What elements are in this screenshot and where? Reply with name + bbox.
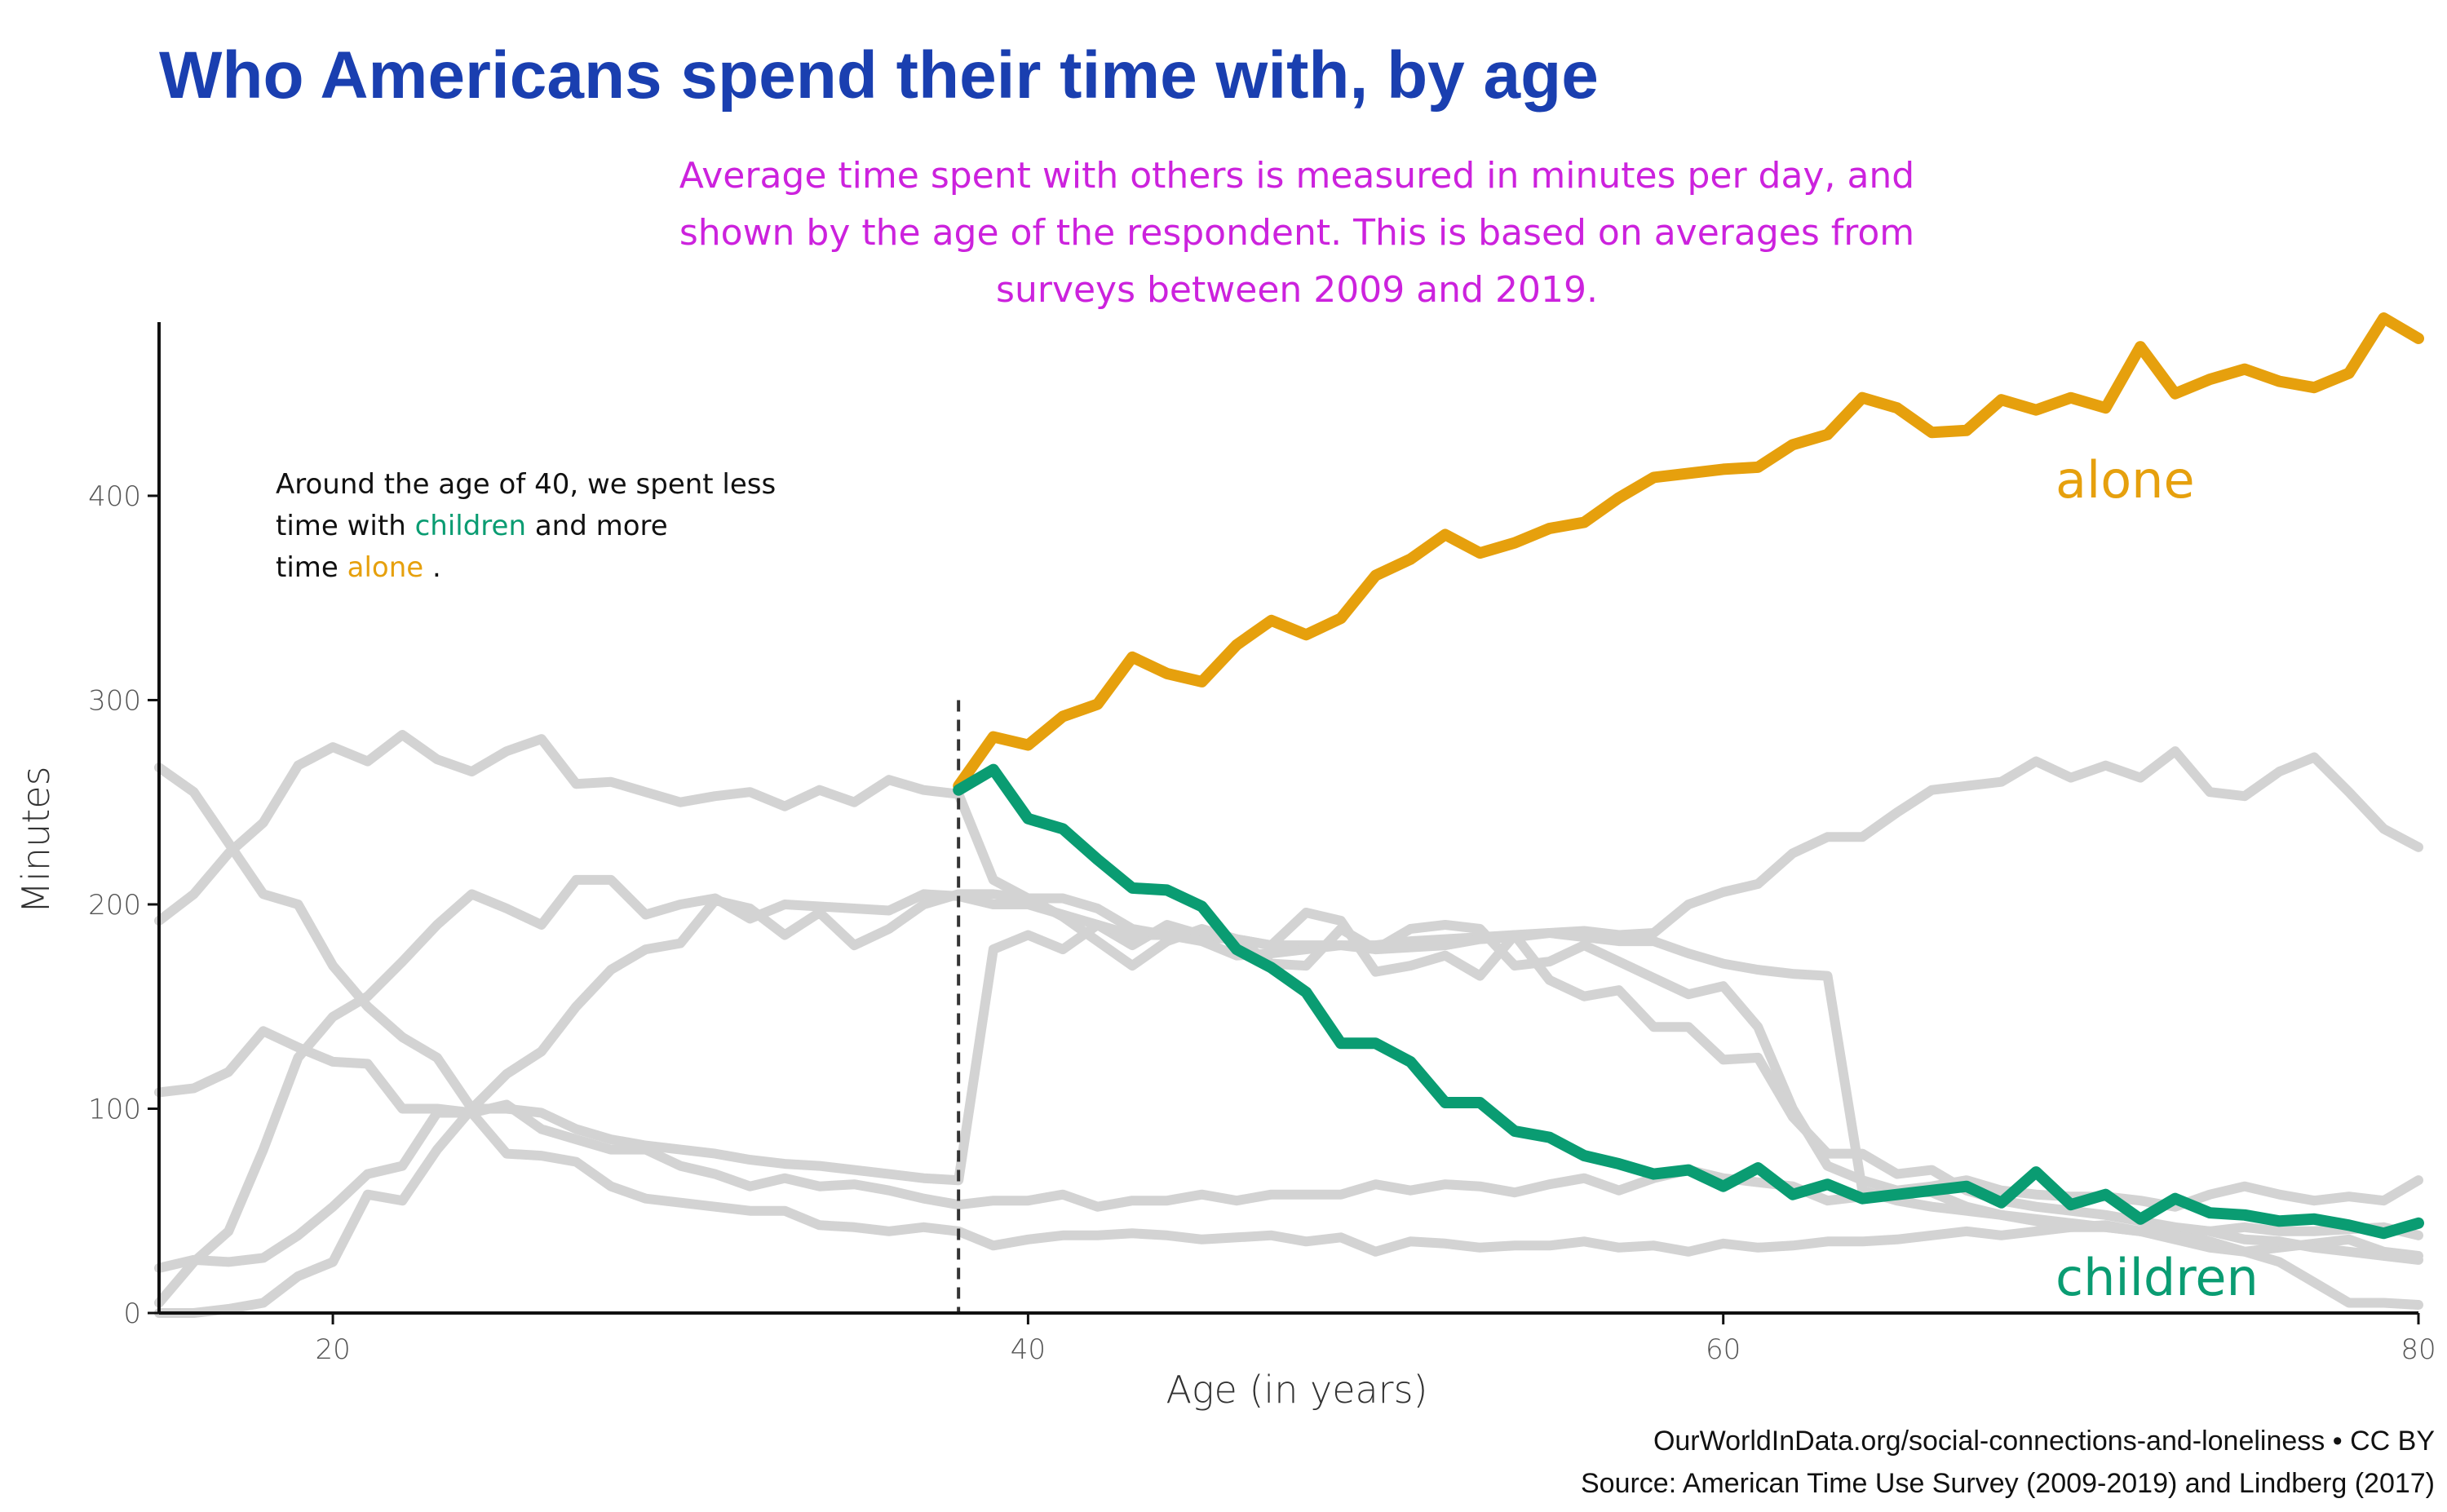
annotation-line-3-before: time (276, 551, 347, 584)
background-series-line-5 (154, 1099, 2423, 1273)
annotation-line-2: time with children and more (276, 510, 668, 542)
chart-subtitle-line-1: Average time spent with others is measur… (679, 155, 1914, 197)
y-axis-title: Minutes (14, 766, 58, 913)
x-tick-label-40: 40 (1011, 1333, 1046, 1366)
annotation-line-3-after: . (432, 551, 441, 584)
x-tick-label-80: 80 (2401, 1333, 2436, 1366)
annotation-line-3: time alone . (276, 551, 441, 584)
source-line-2: Source: American Time Use Survey (2009-2… (1581, 1468, 2435, 1499)
series-line-children (953, 763, 2424, 1240)
x-tick-label-60: 60 (1706, 1333, 1741, 1366)
chart-subtitle-line-3: surveys between 2009 and 2019. (996, 269, 1598, 311)
y-tick-label-200: 200 (88, 889, 141, 922)
annotation-alone-highlight: alone (347, 551, 424, 584)
chart-title: Who Americans spend their time with, by … (159, 38, 1599, 113)
background-series-line-2 (154, 763, 2423, 1265)
x-axis-title: Age (in years) (1166, 1368, 1427, 1412)
annotation-line-1: Around the age of 40, we spent less (276, 468, 776, 501)
background-series-line-3 (154, 746, 2423, 1308)
source-line-1: OurWorldInData.org/social-connections-an… (1653, 1426, 2435, 1457)
x-tick-label-20: 20 (315, 1333, 350, 1366)
y-tick-label-400: 400 (88, 480, 141, 513)
y-tick-label-0: 0 (123, 1298, 141, 1330)
y-tick-label-300: 300 (88, 684, 141, 717)
axis-ticks-group: 0 100 200 300 400 20 40 60 80 (88, 480, 2436, 1366)
annotation-children-highlight: children (415, 510, 526, 542)
annotation-line-2-before: time with (276, 510, 415, 542)
chart-subtitle-line-2: shown by the age of the respondent. This… (679, 212, 1914, 254)
series-label-alone: alone (2055, 450, 2195, 510)
background-series-line-6 (154, 889, 2423, 1318)
background-series-group (154, 730, 2423, 1318)
annotation-line-2-after: and more (535, 510, 668, 542)
background-series-line-1 (154, 730, 2423, 1261)
y-tick-label-100: 100 (88, 1093, 141, 1125)
series-line-alone (953, 312, 2424, 792)
background-series-line-4 (154, 1026, 2423, 1257)
highlight-series-group (953, 312, 2424, 1240)
series-label-children: children (2055, 1248, 2259, 1307)
